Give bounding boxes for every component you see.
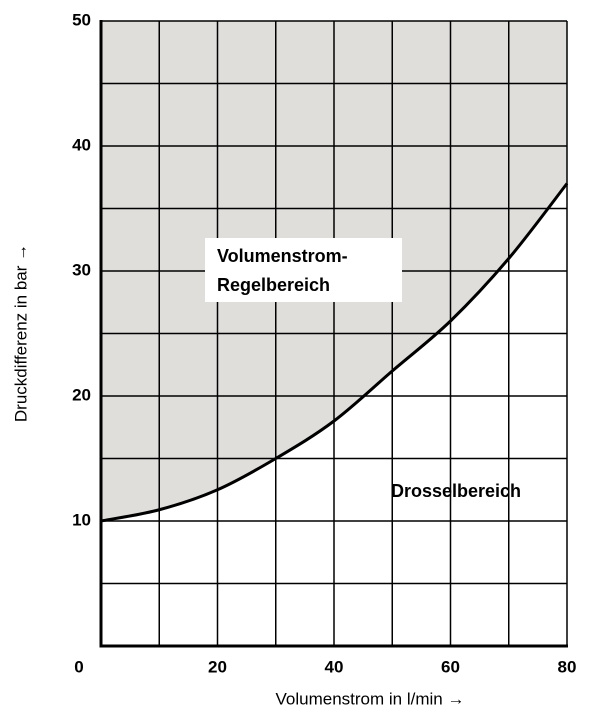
y-tick-label: 20 xyxy=(72,385,91,404)
x-tick-label: 60 xyxy=(441,657,460,676)
x-axis-label: Volumenstrom in l/min → xyxy=(276,689,465,708)
annotation: Drosselbereich xyxy=(391,481,521,501)
x-tick-label: 20 xyxy=(208,657,227,676)
y-axis-label: Druckdifferenz in bar → xyxy=(11,244,30,422)
annotation: Regelbereich xyxy=(217,275,330,295)
y-tick-label: 50 xyxy=(72,10,91,29)
line xyxy=(100,182,569,523)
x-tick-label: 0 xyxy=(74,657,83,676)
x-tick-label: 40 xyxy=(325,657,344,676)
y-tick-label: 30 xyxy=(72,260,91,279)
y-tick-label: 40 xyxy=(72,135,91,154)
x-tick-label: 80 xyxy=(558,657,577,676)
y-tick-label: 10 xyxy=(72,510,91,529)
annotation: Volumenstrom- xyxy=(217,246,348,266)
annotation-box xyxy=(205,238,402,302)
